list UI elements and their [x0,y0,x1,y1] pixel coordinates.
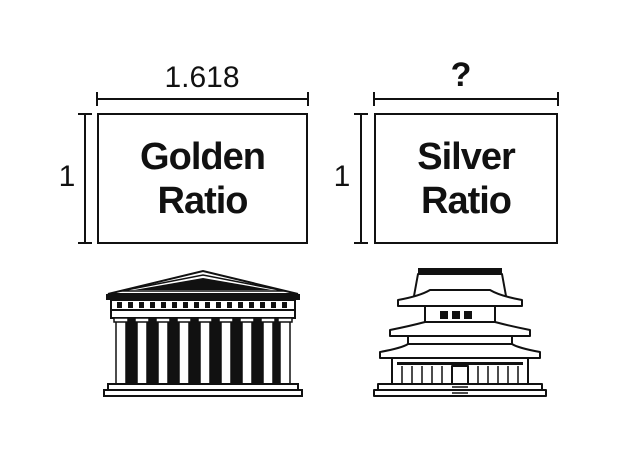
silver-title-line1: Silver [417,135,516,178]
golden-title-line1: Golden [140,135,266,178]
silver-width-label: ? [450,56,472,94]
golden-height-label: 1 [58,160,76,193]
silver-height-bracket [354,113,368,244]
golden-ratio-box: Golden Ratio [97,113,308,244]
golden-height-bracket [78,113,92,244]
silver-width-bracket [373,92,559,106]
golden-width-label: 1.618 [164,61,240,94]
golden-width-bracket [96,92,309,106]
silver-ratio-box: Silver Ratio [374,113,558,244]
silver-title-line2: Ratio [421,179,512,222]
silver-height-label: 1 [333,160,351,193]
golden-title-line2: Ratio [157,179,249,222]
